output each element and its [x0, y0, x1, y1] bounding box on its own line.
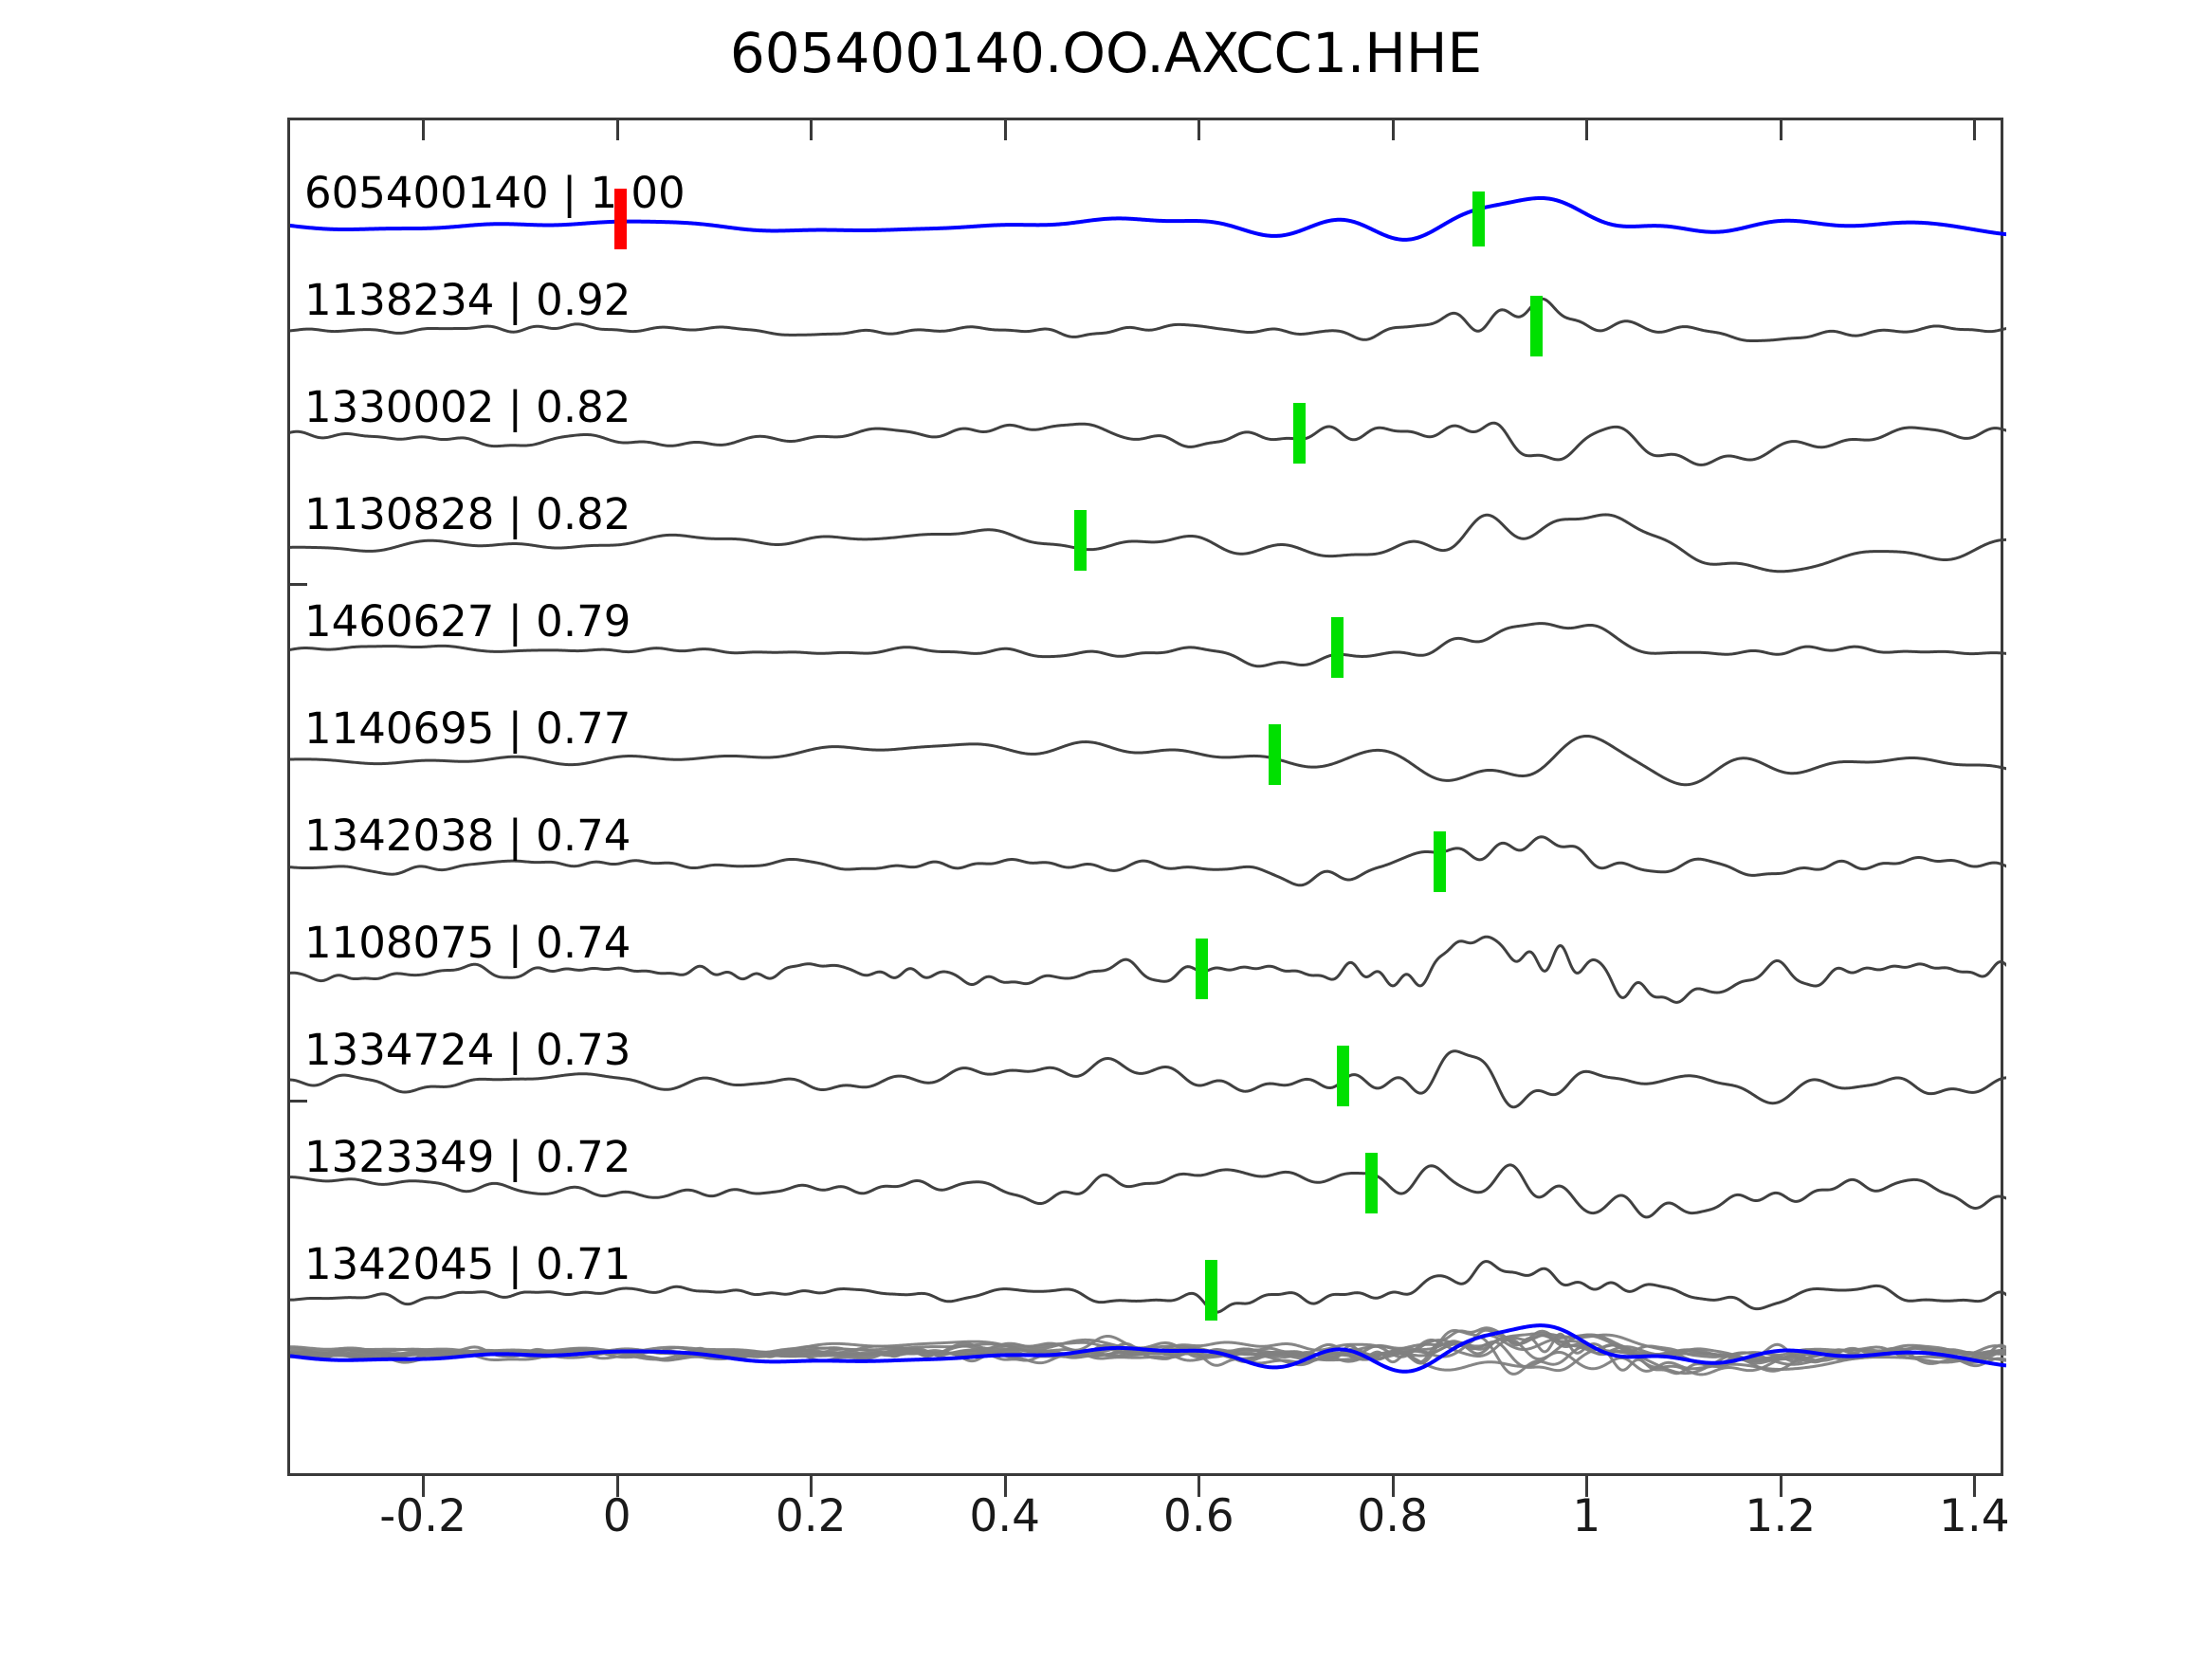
x-tick-mark [1391, 1476, 1395, 1497]
waveform-trace [290, 935, 2006, 1004]
x-tick-mark-top [1003, 119, 1007, 140]
x-tick-label: -0.2 [379, 1490, 467, 1542]
pick-marker-1140695 [1268, 724, 1281, 785]
x-tick-mark-top [1973, 119, 1977, 140]
x-tick-mark [1779, 1476, 1782, 1497]
pick-marker-1342045 [1205, 1260, 1218, 1321]
waveform-trace [290, 421, 2006, 466]
x-tick-label: 1.4 [1938, 1490, 2010, 1542]
x-tick-label: 0.6 [1162, 1490, 1234, 1542]
pick-marker-1334724 [1336, 1046, 1349, 1106]
plot-area: 605400140 | 1.00 1138234 | 0.92 1330002 | … [287, 118, 2006, 1476]
x-tick-label: 1.2 [1745, 1490, 1817, 1542]
x-tick-mark-top [1779, 119, 1782, 140]
waveform-trace [290, 513, 2006, 574]
pick-marker-1342038 [1433, 831, 1446, 892]
pick-marker-1330002 [1292, 403, 1306, 464]
waveform-trace [290, 622, 2006, 668]
x-tick-mark [422, 1476, 426, 1497]
x-tick-mark [810, 1476, 814, 1497]
pick-marker-secondary-605400140 [1472, 191, 1485, 246]
waveform-trace [290, 1049, 2006, 1109]
x-tick-mark-top [1585, 119, 1589, 140]
pick-marker-1460627 [1331, 617, 1344, 678]
x-tick-mark-top [810, 119, 814, 140]
x-tick-mark-top [615, 119, 619, 140]
waveform-trace [290, 835, 2006, 887]
x-tick-mark-top [1197, 119, 1201, 140]
x-tick-mark [615, 1476, 619, 1497]
stack-template-trace [290, 1323, 2006, 1374]
waveform-svg [290, 195, 2006, 1376]
y-tick-mark [290, 583, 307, 586]
waveform-trace [290, 195, 2006, 242]
y-tick-mark [290, 1100, 307, 1103]
x-tick-label: 0.8 [1357, 1490, 1429, 1542]
pick-marker-1108075 [1196, 939, 1209, 999]
pick-marker-1323349 [1365, 1153, 1379, 1213]
x-tick-mark [1003, 1476, 1007, 1497]
x-tick-label: 0 [602, 1490, 631, 1542]
x-tick-mark [1585, 1476, 1589, 1497]
x-tick-label: 1 [1572, 1490, 1601, 1542]
page-title: 605400140.OO.AXCC1.HHE [729, 21, 1483, 85]
x-tick-label: 0.4 [969, 1490, 1041, 1542]
pick-marker-605400140 [613, 189, 627, 249]
x-tick-mark-top [1391, 119, 1395, 140]
x-tick-mark [1973, 1476, 1977, 1497]
waveform-trace [290, 297, 2006, 343]
waveform-trace [290, 1163, 2006, 1219]
pick-marker-1130828 [1074, 510, 1088, 571]
pick-marker-1138234 [1530, 296, 1544, 356]
x-tick-mark-top [422, 119, 426, 140]
x-tick-mark [1197, 1476, 1201, 1497]
x-tick-label: 0.2 [775, 1490, 847, 1542]
waveform-trace [290, 1260, 2006, 1314]
waveform-trace [290, 734, 2006, 787]
